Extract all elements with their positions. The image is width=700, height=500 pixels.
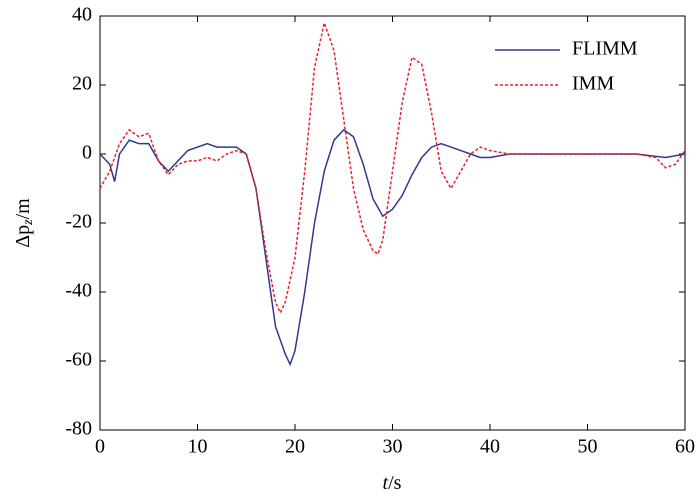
x-tick-label: 40 xyxy=(480,436,500,458)
y-axis-label: Δpz/m xyxy=(12,198,37,248)
y-tick-label: -60 xyxy=(65,349,92,371)
x-label-var: t xyxy=(383,472,389,494)
y-tick-label: 0 xyxy=(82,142,92,164)
y-tick-label: 20 xyxy=(72,73,92,95)
x-tick-label: 60 xyxy=(675,436,695,458)
legend-label: FLIMM xyxy=(572,38,638,60)
y-label-sub: z xyxy=(21,219,36,226)
y-tick-label: -80 xyxy=(65,418,92,440)
y-tick-label: -20 xyxy=(65,211,92,233)
x-axis-label: t/s xyxy=(383,472,402,494)
x-tick-label: 0 xyxy=(95,436,105,458)
x-label-unit: /s xyxy=(388,472,402,494)
legend-label: IMM xyxy=(572,73,614,95)
y-tick-label: 40 xyxy=(72,4,92,26)
y-label-unit: /m xyxy=(12,198,34,220)
x-tick-label: 50 xyxy=(578,436,598,458)
x-tick-label: 30 xyxy=(383,436,403,458)
y-label-var: Δp xyxy=(12,225,34,248)
x-tick-label: 10 xyxy=(188,436,208,458)
data-line xyxy=(99,128,686,367)
y-tick-label: -40 xyxy=(65,280,92,302)
x-tick-label: 20 xyxy=(285,436,305,458)
data-line xyxy=(99,20,686,315)
